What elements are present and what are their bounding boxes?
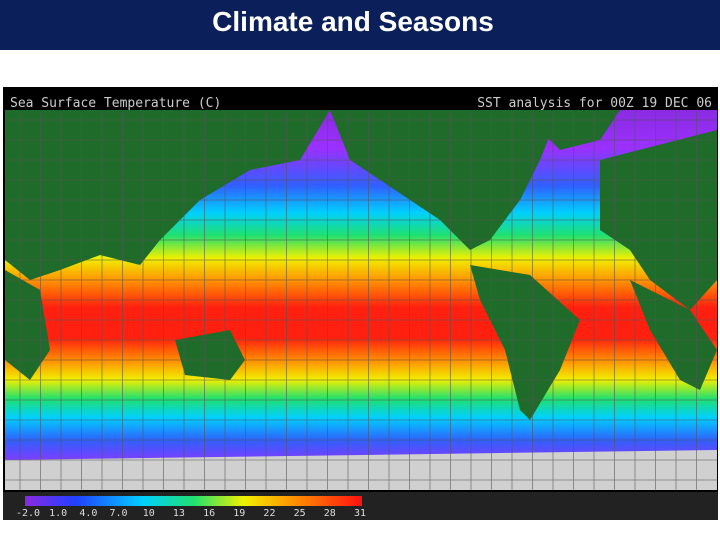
colorbar-label: 31: [354, 508, 366, 519]
colorbar-label: 19: [233, 508, 245, 519]
colorbar-label: -2.0: [16, 508, 40, 519]
colorbar-label: 25: [294, 508, 306, 519]
colorbar-label: 16: [203, 508, 215, 519]
sst-map: Sea Surface Temperature (C) SST analysis…: [3, 87, 718, 520]
header-bar: Climate and Seasons: [0, 0, 720, 50]
lat-lon-grid: [5, 112, 717, 490]
slide-title: Climate and Seasons: [212, 6, 494, 37]
colorbar-label: 22: [263, 508, 275, 519]
colorbar-label: 4.0: [79, 508, 97, 519]
colorbar-label: 28: [324, 508, 336, 519]
colorbar-labels: -2.0 1.0 4.0 7.0 10 13 16 19 22 25 28 31: [16, 508, 366, 519]
analysis-label: SST analysis for 00Z 19 DEC 06: [477, 96, 712, 111]
colorbar-label: 10: [143, 508, 155, 519]
colorbar: [25, 496, 362, 506]
colorbar-label: 13: [173, 508, 185, 519]
colorbar-label: 7.0: [110, 508, 128, 519]
map-title: Sea Surface Temperature (C): [10, 96, 221, 111]
colorbar-label: 1.0: [49, 508, 67, 519]
